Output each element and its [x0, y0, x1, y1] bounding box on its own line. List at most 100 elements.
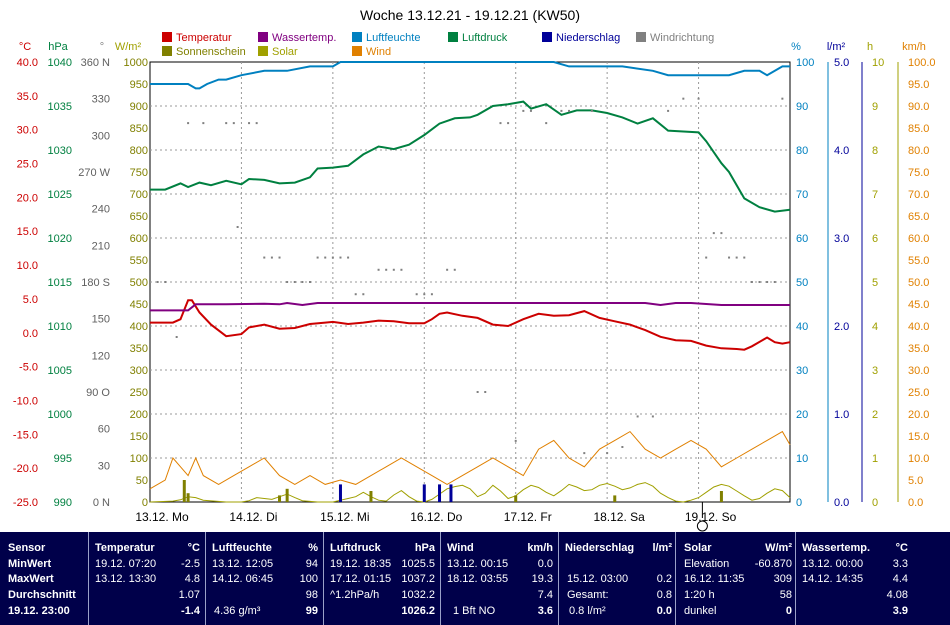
tick-label-direction: 360 N	[81, 57, 110, 69]
wassertemp-min-value: 3.3	[892, 558, 908, 570]
point-windrichtung	[583, 452, 586, 455]
legend-label: Sonnenschein	[176, 46, 246, 58]
point-windrichtung	[354, 293, 357, 296]
grid	[150, 62, 790, 502]
point-windrichtung	[529, 109, 532, 112]
tick-label-solar: 50	[136, 475, 148, 487]
tick-label-pressure: 1015	[48, 277, 72, 289]
niederschlag-total-label: Gesamt:	[567, 589, 609, 601]
series-line-luftfeuchte	[150, 61, 790, 90]
wassertemp-unit: °C	[895, 542, 908, 554]
tick-label-wind: 60.0	[908, 233, 929, 245]
tick-label-wind: 90.0	[908, 101, 929, 113]
solar-unit: W/m²	[765, 542, 792, 554]
point-windrichtung	[347, 256, 350, 259]
tick-label-humidity: 70	[796, 189, 808, 201]
tick-label-temperature: 35.0	[17, 91, 38, 103]
tick-label-solar: 200	[130, 409, 148, 421]
point-windrichtung	[606, 452, 609, 455]
x-axis-labels: 13.12. Mo 14.12. Di 15.12. Mi 16.12. Do 17.1…	[135, 502, 737, 532]
tick-label-humidity: 90	[796, 101, 808, 113]
tick-label-temperature: -10.0	[13, 395, 38, 407]
point-windrichtung	[735, 256, 738, 259]
tick-label-temperature: 5.0	[23, 294, 38, 306]
legend-label: Solar	[272, 46, 298, 58]
legend-swatch	[352, 32, 362, 42]
axis-unit-sun: h	[867, 41, 873, 53]
point-windrichtung	[248, 122, 251, 125]
row-label-max: MaxWert	[8, 573, 54, 585]
point-windrichtung	[636, 415, 639, 418]
col-luftdruck: Luftdruck hPa 19.12. 18:35 1025.5 17.12.…	[323, 532, 441, 625]
axis-unit-temperature: °C	[19, 41, 31, 53]
point-windrichtung	[484, 391, 487, 393]
bar-sonnenschein	[285, 488, 289, 502]
wind-current-value: 3.6	[537, 605, 553, 617]
axis-units: °C hPa ° W/m²% l/m² h km/h	[19, 41, 926, 53]
point-windrichtung	[293, 281, 296, 283]
solar-state: dunkel	[684, 605, 717, 617]
luftfeuchte-max-time: 14.12. 06:45	[212, 573, 274, 585]
col-sensor: Sensor MinWert MaxWert Durchschnitt 19.1…	[0, 532, 88, 625]
tick-label-solar: 500	[130, 277, 148, 289]
tick-label-pressure: 1035	[48, 101, 72, 113]
luftdruck-max-value: 1037.2	[401, 573, 435, 585]
axes: 40.035.030.025.020.015.010.05.00.0-5.0-1…	[13, 57, 936, 509]
tick-label-temperature: 25.0	[17, 159, 38, 171]
x-tick-label: 18.12. Sa	[593, 510, 645, 524]
point-windrichtung	[568, 109, 571, 112]
point-windrichtung	[225, 122, 228, 125]
luftfeuchte-header: Luftfeuchte	[212, 542, 272, 554]
point-windrichtung	[621, 446, 624, 448]
wind-max-time: 18.12. 03:55	[447, 573, 509, 585]
solar-elevation-value: -60.870	[754, 558, 792, 570]
tick-label-solar: 400	[130, 321, 148, 333]
tick-label-solar: 450	[130, 299, 148, 311]
tick-label-direction: 60	[98, 424, 110, 436]
x-tick-label: 15.12. Mi	[320, 510, 369, 524]
legend-swatch	[542, 32, 552, 42]
tick-label-solar: 600	[130, 233, 148, 245]
tick-label-sun: 6	[872, 233, 878, 245]
legend-label: Luftdruck	[462, 32, 508, 44]
solar-avg-value: 58	[779, 589, 792, 601]
point-windrichtung	[667, 109, 670, 112]
legend-label: Windrichtung	[650, 32, 714, 44]
tick-label-pressure: 1000	[48, 409, 72, 421]
point-windrichtung	[278, 256, 281, 259]
point-windrichtung	[385, 268, 388, 271]
luftdruck-avg-value: 1032.2	[401, 589, 435, 601]
wind-beaufort: 1 Bft NO	[453, 605, 496, 617]
point-windrichtung	[309, 281, 311, 283]
point-windrichtung	[766, 281, 769, 283]
tick-label-pressure: 1025	[48, 189, 72, 201]
point-windrichtung	[430, 293, 433, 296]
tick-label-pressure: 995	[54, 453, 72, 465]
tick-label-pressure: 1020	[48, 233, 72, 245]
row-label-min: MinWert	[8, 558, 52, 570]
tick-label-solar: 700	[130, 189, 148, 201]
bar-niederschlag	[438, 484, 442, 502]
point-windrichtung	[324, 256, 327, 259]
point-windrichtung	[392, 268, 395, 271]
wassertemp-avg-value: 4.08	[886, 589, 908, 601]
series-layer	[149, 61, 791, 503]
series-line-wassertemp	[150, 301, 790, 312]
tick-label-direction: 120	[92, 350, 110, 362]
tick-label-sun: 4	[872, 321, 878, 333]
legend-swatch	[352, 46, 362, 56]
point-windrichtung	[423, 293, 426, 296]
tick-label-wind: 25.0	[908, 387, 929, 399]
tick-label-wind: 65.0	[908, 211, 929, 223]
tick-label-sun: 1	[872, 453, 878, 465]
tick-label-direction: 330	[92, 94, 110, 106]
point-windrichtung	[263, 256, 266, 259]
legend-swatch	[162, 32, 172, 42]
tick-label-rain: 0.0	[834, 497, 849, 509]
tick-label-wind: 45.0	[908, 299, 929, 311]
tick-label-rain: 2.0	[834, 321, 849, 333]
point-windrichtung	[651, 415, 654, 418]
luftdruck-min-value: 1025.5	[401, 558, 435, 570]
tick-label-solar: 750	[130, 167, 148, 179]
axis-unit-pressure: hPa	[48, 41, 68, 53]
